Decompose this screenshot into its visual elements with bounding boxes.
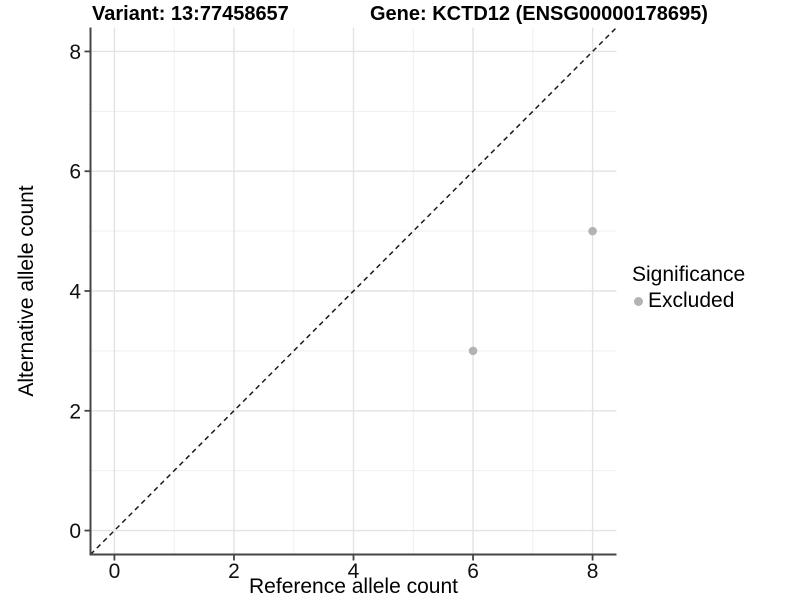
legend-item-label: Excluded bbox=[648, 289, 735, 313]
data-point bbox=[468, 346, 478, 356]
legend-item-excluded: Excluded bbox=[632, 289, 745, 313]
y-tick-label: 6 bbox=[69, 161, 81, 184]
y-tick-label: 8 bbox=[69, 41, 81, 64]
identity-line bbox=[89, 26, 618, 556]
legend-point-icon bbox=[634, 296, 643, 306]
data-point bbox=[588, 226, 597, 236]
legend-title: Significance bbox=[632, 263, 746, 286]
x-tick-label: 6 bbox=[467, 560, 479, 583]
plot-title-variant: Variant: 13:77458657 bbox=[92, 3, 289, 25]
y-tick-label: 0 bbox=[69, 520, 81, 543]
x-axis-title: Reference allele count bbox=[249, 575, 458, 598]
y-tick-label: 4 bbox=[69, 281, 81, 304]
legend: Significance Excluded bbox=[632, 262, 745, 313]
x-tick-label: 4 bbox=[348, 560, 360, 583]
y-axis-title: Alternative allele count bbox=[15, 185, 38, 397]
y-tick-label: 2 bbox=[69, 400, 81, 423]
x-tick-label: 8 bbox=[587, 560, 599, 583]
x-tick-label: 2 bbox=[228, 560, 240, 583]
x-tick-label: 0 bbox=[109, 560, 121, 583]
plot-title-gene: Gene: KCTD12 (ENSG00000178695) bbox=[370, 3, 708, 25]
